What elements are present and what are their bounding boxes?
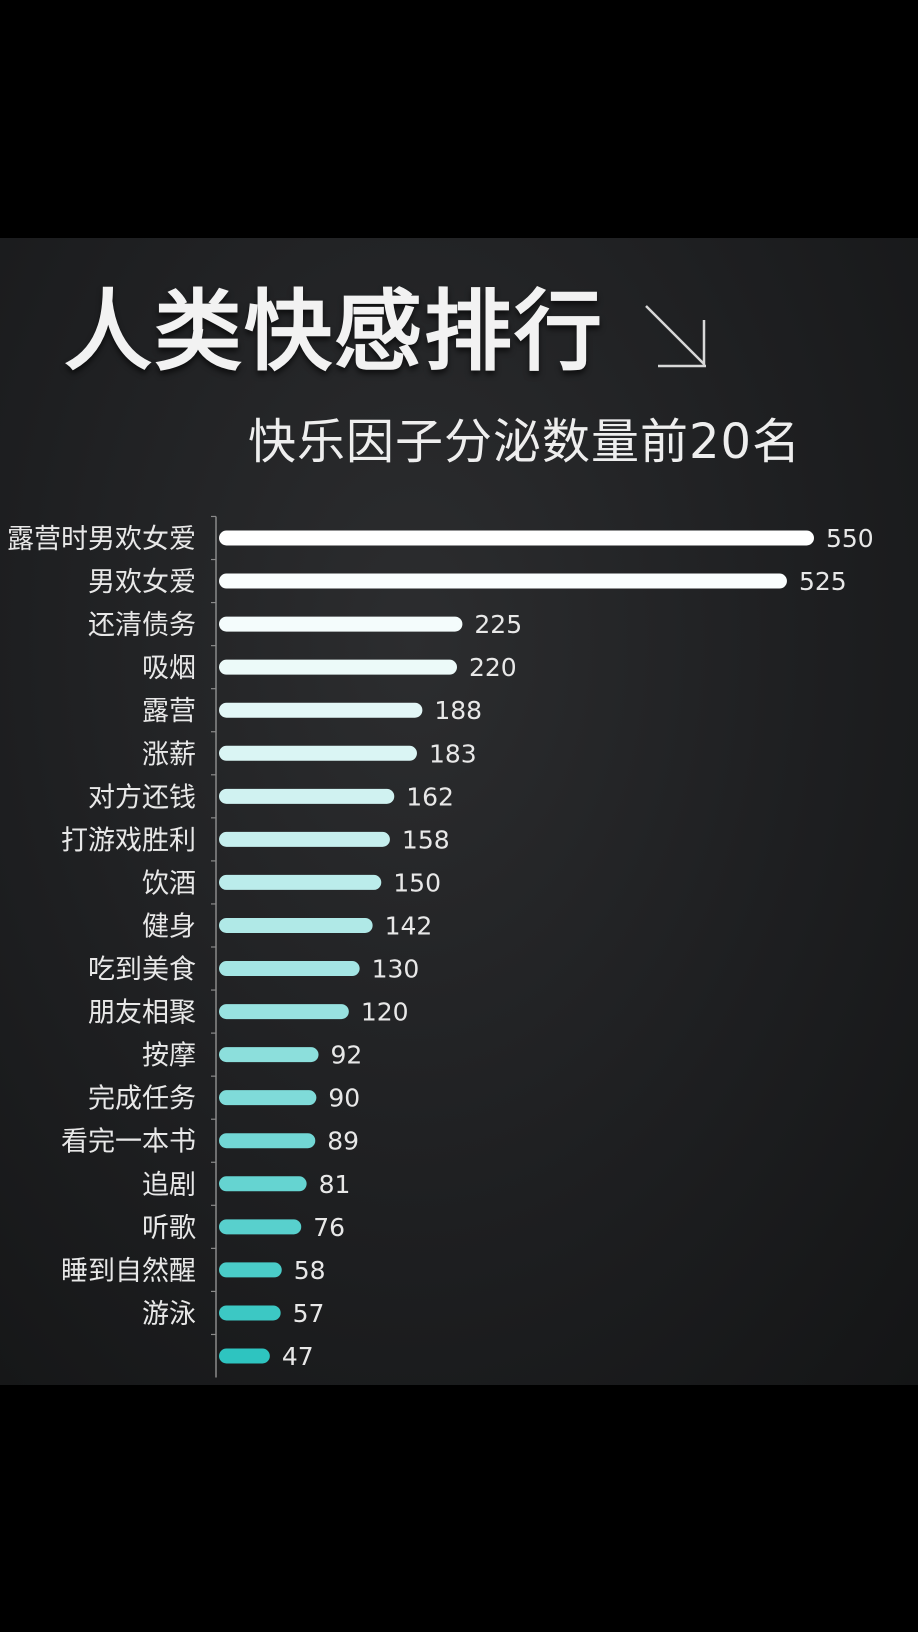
category-label: 打游戏胜利: [61, 825, 196, 856]
category-label: 露营: [142, 696, 196, 727]
bar-10: [219, 917, 373, 933]
bar-2: [219, 573, 787, 589]
category-label: 还清债务: [88, 610, 196, 641]
category-label: 健身: [142, 911, 196, 942]
value-label: 89: [327, 1127, 359, 1156]
value-label: 142: [385, 911, 433, 940]
category-label: 朋友相聚: [88, 998, 196, 1029]
chart-subtitle: 快乐因子分泌数量前20名: [248, 414, 802, 470]
bar-8: [219, 831, 390, 847]
value-label: 150: [393, 868, 441, 897]
category-label: 完成任务: [88, 1084, 196, 1115]
bar-5: [219, 702, 423, 718]
value-label: 120: [361, 998, 409, 1027]
bar-14: [219, 1090, 317, 1106]
value-label: 47: [282, 1342, 314, 1371]
category-label: 露营时男欢女爱: [7, 524, 196, 555]
bar-17: [219, 1219, 302, 1235]
bar-6: [219, 745, 417, 761]
value-label: 550: [826, 524, 874, 553]
value-label: 525: [799, 567, 847, 596]
category-label: 吸烟: [142, 653, 196, 684]
category-label: 男欢女爱: [88, 567, 196, 598]
chart-panel: [0, 238, 918, 1385]
category-label: 涨薪: [142, 739, 196, 770]
bar-18: [219, 1262, 282, 1278]
value-label: 92: [331, 1041, 363, 1070]
value-label: 90: [328, 1084, 360, 1113]
category-label: 按摩: [142, 1041, 196, 1072]
value-label: 220: [469, 653, 517, 682]
bar-13: [219, 1047, 319, 1063]
value-label: 76: [313, 1213, 345, 1242]
value-label: 57: [293, 1299, 325, 1328]
bar-4: [219, 659, 457, 675]
bar-20: [219, 1348, 270, 1364]
category-label: 追剧: [142, 1170, 196, 1201]
bar-11: [219, 961, 360, 977]
bar-9: [219, 874, 382, 890]
bar-7: [219, 788, 395, 804]
bar-12: [219, 1004, 349, 1020]
bar-3: [219, 616, 463, 632]
value-label: 225: [474, 610, 522, 639]
value-label: 188: [434, 696, 482, 725]
category-label: 听歌: [142, 1213, 196, 1244]
value-label: 130: [372, 955, 420, 984]
value-label: 162: [406, 782, 454, 811]
value-label: 58: [294, 1256, 326, 1285]
down-right-arrow-icon: [645, 305, 706, 368]
category-label: 吃到美食: [88, 955, 196, 986]
value-label: 81: [319, 1170, 351, 1199]
category-label: 对方还钱: [88, 782, 196, 813]
bar-16: [219, 1176, 307, 1192]
value-label: 158: [402, 825, 450, 854]
category-label: 饮酒: [142, 868, 196, 899]
category-label: 游泳: [142, 1299, 196, 1330]
value-label: 183: [429, 739, 477, 768]
category-label: 看完一本书: [61, 1127, 196, 1158]
bar-19: [219, 1305, 281, 1321]
chart-title: 人类快感排行: [64, 280, 605, 383]
bar-1: [219, 530, 814, 546]
bar-15: [219, 1133, 316, 1149]
category-label: 睡到自然醒: [61, 1256, 196, 1287]
